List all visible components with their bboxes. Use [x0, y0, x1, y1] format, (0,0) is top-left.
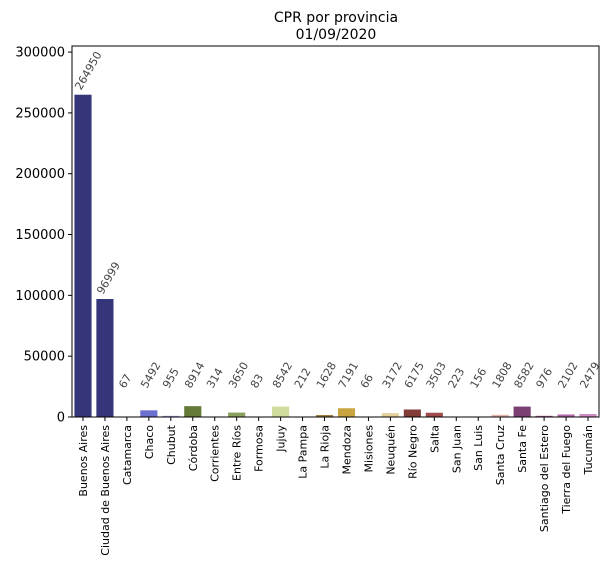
- x-tick-label: Jujuy: [275, 425, 288, 453]
- data-label: 8582: [511, 360, 536, 391]
- y-tick-label: 300000: [15, 46, 65, 61]
- data-label: 1628: [314, 360, 339, 391]
- x-tick-label: Salta: [428, 425, 441, 453]
- data-label: 3172: [380, 360, 405, 391]
- y-tick-label: 0: [57, 411, 65, 426]
- chart-title: CPR por provincia: [274, 10, 398, 26]
- x-tick-label: Río Negro: [406, 425, 419, 479]
- y-axis: 0 50000 100000 150000 200000 250000 300000: [15, 46, 72, 426]
- data-label: 314: [204, 366, 226, 391]
- x-tick-label: Santa Fe: [516, 425, 529, 473]
- bar: [579, 413, 597, 417]
- x-tick-label: Neuquén: [384, 425, 397, 475]
- data-label: 3650: [226, 360, 251, 391]
- y-tick-label: 250000: [15, 106, 65, 121]
- data-label: 264950: [72, 49, 104, 92]
- y-tick-label: 50000: [24, 350, 65, 365]
- bar: [315, 415, 334, 417]
- data-label: 976: [533, 366, 555, 391]
- y-tick-label: 150000: [15, 228, 65, 243]
- x-tick-label: Formosa: [253, 425, 266, 472]
- bar: [535, 415, 553, 417]
- bar: [140, 410, 158, 417]
- x-tick-label: Buenos Aires: [77, 425, 90, 497]
- bar: [272, 406, 290, 417]
- bar: [513, 406, 531, 417]
- x-tick-label: Tierra del Fuego: [560, 425, 573, 515]
- data-label: 2102: [555, 360, 580, 391]
- data-label: 955: [160, 366, 182, 391]
- x-tick-label: Córdoba: [187, 425, 200, 471]
- y-tick-label: 200000: [15, 167, 65, 182]
- x-tick-label: Entre Ríos: [231, 425, 244, 481]
- data-label: 1808: [490, 360, 515, 391]
- x-tick-label: Tucumán: [582, 425, 595, 475]
- bar: [381, 413, 399, 417]
- data-label: 8542: [270, 360, 295, 391]
- data-label: 66: [358, 372, 376, 391]
- x-tick-label: Mendoza: [340, 425, 353, 474]
- data-label: 212: [292, 366, 314, 391]
- bar: [162, 415, 180, 417]
- bar: [403, 409, 421, 417]
- x-tick-label: Catamarca: [121, 425, 134, 485]
- bar: [184, 406, 202, 417]
- chart-subtitle: 01/09/2020: [296, 27, 377, 43]
- data-label: 83: [248, 372, 266, 391]
- bar: [228, 412, 246, 417]
- x-tick-label: Santa Cruz: [494, 425, 507, 485]
- bar: [337, 408, 356, 417]
- y-tick-label: 100000: [15, 289, 65, 304]
- x-tick-label: Ciudad de Buenos Aires: [99, 425, 112, 556]
- x-tick-label: La Rioja: [319, 425, 332, 469]
- x-axis: Buenos Aires Ciudad de Buenos Aires Catama…: [77, 417, 595, 556]
- data-label: 223: [446, 366, 468, 391]
- data-label: 5492: [138, 360, 163, 391]
- x-tick-label: Chaco: [143, 425, 156, 459]
- x-tick-label: Misiones: [362, 425, 375, 473]
- x-tick-label: La Pampa: [297, 425, 310, 479]
- bar: [96, 299, 114, 417]
- data-label: 96999: [94, 260, 123, 297]
- data-label: 6175: [402, 360, 427, 391]
- x-tick-label: Chubut: [165, 424, 178, 465]
- data-label: 3503: [424, 360, 449, 391]
- bar: [557, 414, 575, 417]
- data-label: 67: [116, 372, 134, 391]
- plot-frame: [71, 45, 600, 418]
- bar: [491, 414, 509, 417]
- x-tick-label: Santiago del Estero: [538, 425, 551, 532]
- bars-group: [74, 94, 597, 417]
- data-label: 7191: [336, 360, 361, 391]
- bar: [74, 94, 92, 417]
- bar: [425, 412, 443, 417]
- data-label: 8914: [182, 360, 207, 391]
- x-tick-label: San Luis: [472, 425, 485, 471]
- x-tick-label: Corrientes: [209, 425, 222, 482]
- data-label: 156: [468, 366, 490, 391]
- x-tick-label: San Juan: [450, 425, 463, 473]
